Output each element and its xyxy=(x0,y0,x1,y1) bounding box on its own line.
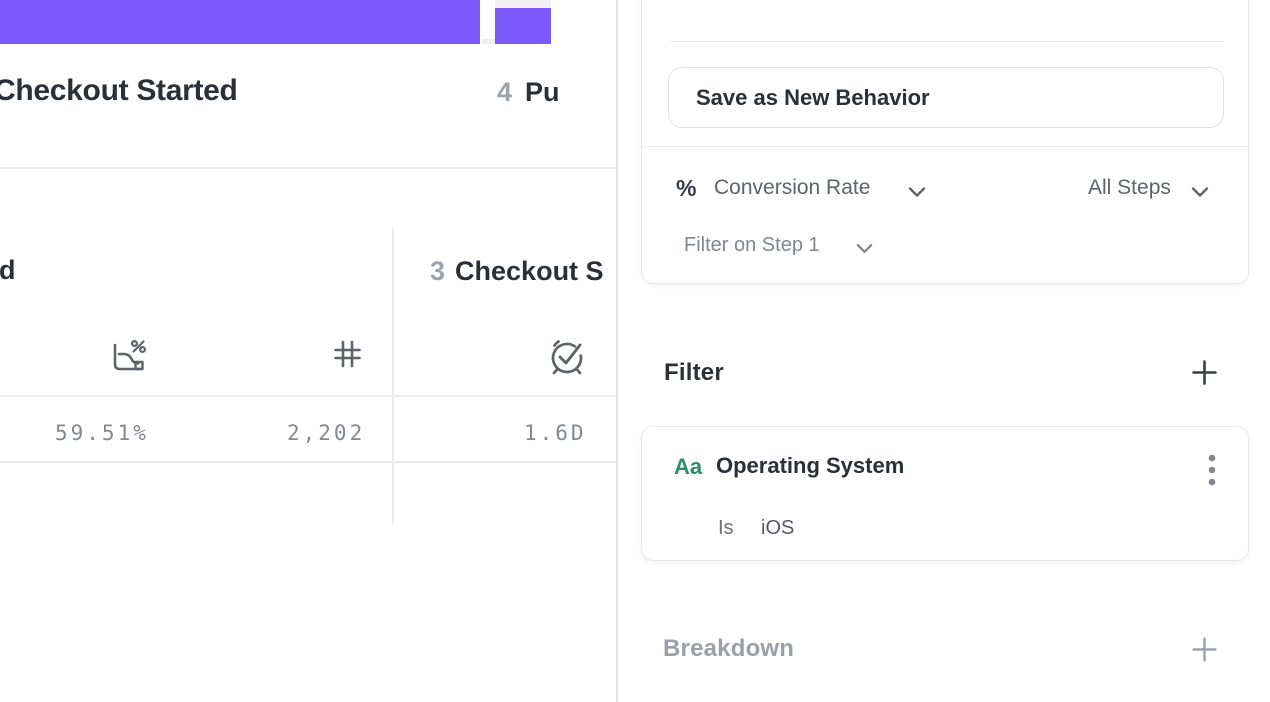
add-filter-button[interactable] xyxy=(1192,360,1217,385)
add-breakdown-button[interactable] xyxy=(1192,637,1217,662)
filter-section-title: Filter xyxy=(664,359,724,386)
chevron-down-icon[interactable] xyxy=(908,186,926,198)
table-column-divider xyxy=(392,228,394,524)
avg-time-icon xyxy=(551,340,583,375)
table-left-step-title: d xyxy=(0,255,16,285)
count-icon xyxy=(334,340,361,368)
table-row-divider xyxy=(0,395,617,397)
chevron-down-icon[interactable] xyxy=(1191,186,1209,198)
filter-value[interactable]: iOS xyxy=(761,517,795,539)
percent-icon: % xyxy=(676,175,697,201)
step-name: Checkout S xyxy=(455,256,604,286)
card-mid-divider xyxy=(642,146,1248,147)
text-property-icon: Aa xyxy=(674,454,703,479)
metric-dropdown[interactable]: Conversion Rate xyxy=(714,176,871,199)
step-label-checkout-started: Checkout Started xyxy=(0,74,238,107)
query-builder-card: Save as New Behavior % Conversion Rate A… xyxy=(641,0,1249,284)
funnel-bar-checkout-started[interactable] xyxy=(0,0,480,44)
chevron-down-icon[interactable] xyxy=(856,243,873,254)
funnel-chart-area: Checkout Started 4 Pu xyxy=(0,0,616,168)
conversion-rate-value: 59.51% xyxy=(55,421,149,445)
count-value: 2,202 xyxy=(287,421,366,445)
chart-bottom-divider xyxy=(0,167,617,169)
step-number: 4 xyxy=(497,77,513,107)
filter-operator[interactable]: Is xyxy=(718,517,734,539)
card-top-divider xyxy=(668,41,1224,42)
conversion-rate-icon xyxy=(113,339,146,371)
step-number: 3 xyxy=(430,256,446,286)
filter-on-step-dropdown[interactable]: Filter on Step 1 xyxy=(684,234,820,256)
all-steps-dropdown[interactable]: All Steps xyxy=(1088,176,1171,199)
table-bottom-divider xyxy=(0,461,617,463)
table-right-step-title: 3 Checkout S xyxy=(430,256,616,287)
kebab-menu-icon[interactable] xyxy=(1202,453,1222,489)
save-as-new-behavior-button[interactable]: Save as New Behavior xyxy=(668,67,1224,128)
step-label-purchase-wrap: 4 Pu xyxy=(497,77,562,113)
funnel-bar-purchase[interactable] xyxy=(495,8,551,44)
filter-card: Aa Operating System Is iOS xyxy=(641,426,1249,561)
filter-property-name[interactable]: Operating System xyxy=(716,453,905,478)
avg-time-value: 1.6D xyxy=(524,421,587,445)
step-name: Pu xyxy=(525,77,560,107)
funnel-bar-gap-stub xyxy=(482,39,495,44)
breakdown-section-title: Breakdown xyxy=(663,635,795,662)
panel-divider xyxy=(616,0,618,702)
summary-table: d 3 Checkout S 59.51% 2,202 1.6D xyxy=(0,168,617,524)
